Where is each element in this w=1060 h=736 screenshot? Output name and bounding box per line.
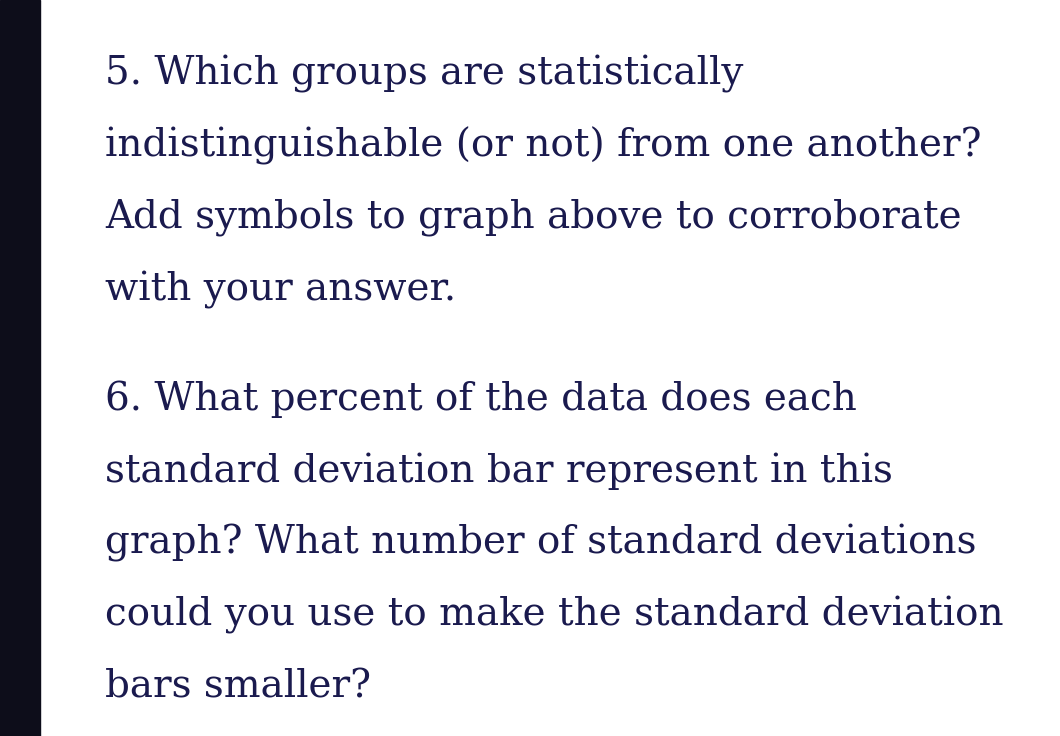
Text: 6. What percent of the data does each: 6. What percent of the data does each <box>105 380 856 417</box>
Text: indistinguishable (or not) from one another?: indistinguishable (or not) from one anot… <box>105 127 982 166</box>
Text: graph? What number of standard deviations: graph? What number of standard deviation… <box>105 524 976 562</box>
Bar <box>0 0 40 736</box>
Text: with your answer.: with your answer. <box>105 271 456 309</box>
Text: could you use to make the standard deviation: could you use to make the standard devia… <box>105 596 1004 634</box>
Text: bars smaller?: bars smaller? <box>105 668 371 705</box>
Text: Add symbols to graph above to corroborate: Add symbols to graph above to corroborat… <box>105 199 961 236</box>
Text: standard deviation bar represent in this: standard deviation bar represent in this <box>105 452 893 489</box>
Text: 5. Which groups are statistically: 5. Which groups are statistically <box>105 55 743 93</box>
